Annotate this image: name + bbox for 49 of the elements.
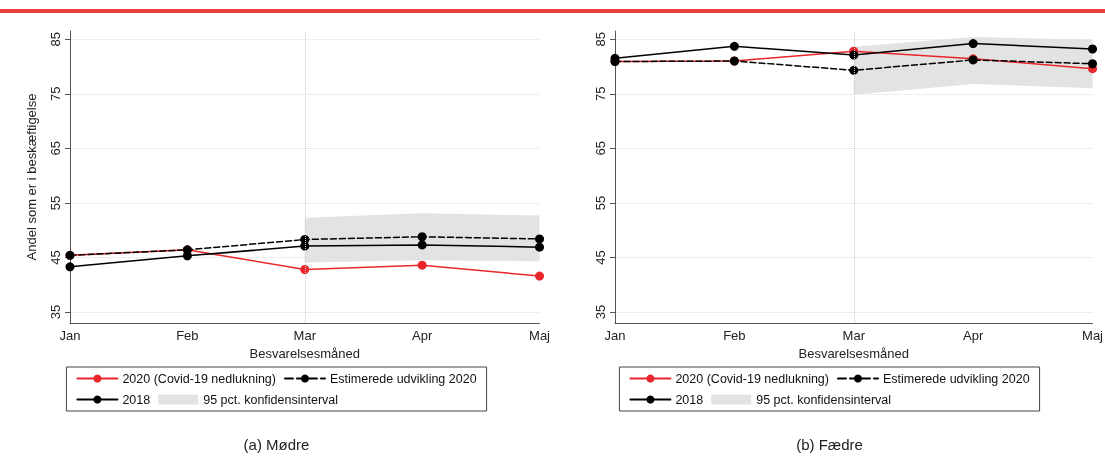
x-tick-label: Jan — [604, 328, 625, 343]
point — [417, 240, 427, 250]
y-tick-label: 45 — [48, 250, 63, 265]
point — [300, 265, 310, 275]
legend-label: Estimerede udvikling 2020 — [329, 371, 477, 386]
point — [417, 232, 427, 242]
x-tick-label: Feb — [722, 328, 746, 343]
x-tick-label: Jan — [59, 328, 81, 343]
y-tick-label: 75 — [48, 86, 63, 101]
x-axis-title: Besvarelsesmåned — [249, 345, 361, 361]
x-tick-label: Mar — [842, 328, 866, 343]
x-tick-label: Mar — [293, 328, 317, 343]
y-tick-label: 65 — [48, 141, 63, 156]
legend-label: 2020 (Covid-19 nedlukning) — [122, 371, 276, 386]
legend-label: 2020 (Covid-19 nedlukning) — [674, 371, 829, 386]
y-tick-label: 55 — [48, 195, 63, 211]
y-tick-label: 55 — [592, 195, 608, 211]
x-tick-label: Feb — [176, 328, 199, 343]
y-tick-label: 75 — [592, 86, 608, 101]
point — [1087, 44, 1097, 54]
y-axis-title: Andel som er i beskæftigelse — [24, 93, 39, 261]
legend-label: Estimerede udvikling 2020 — [882, 371, 1030, 386]
point — [729, 41, 739, 51]
point — [535, 242, 545, 252]
text: (b) Fædre — [795, 436, 863, 453]
x-tick-label: Apr — [412, 328, 433, 343]
legend-label: 95 pct. konfidensinterval — [755, 392, 891, 407]
y-tick-label: 65 — [592, 141, 608, 156]
y-tick-label: 35 — [592, 304, 608, 320]
legend-label: 2018 — [674, 392, 703, 407]
point — [417, 260, 427, 270]
point — [65, 262, 75, 272]
y-tick-label: 85 — [592, 31, 608, 47]
y-tick-label: 35 — [48, 304, 63, 320]
point — [535, 271, 545, 281]
point — [182, 251, 192, 261]
x-tick-label: Apr — [962, 328, 984, 343]
y-tick-label: 45 — [592, 250, 608, 265]
y-tick-label: 85 — [48, 31, 63, 47]
x-axis-title: Besvarelsesmåned — [797, 345, 909, 361]
point — [848, 65, 858, 75]
point — [1087, 59, 1097, 69]
x-tick-label: Maj — [1081, 328, 1103, 343]
x-tick-label: Maj — [529, 328, 551, 343]
text: (a) Mødre — [243, 436, 310, 453]
legend-label: 95 pct. konfidensinterval — [203, 392, 339, 407]
legend-label: 2018 — [122, 392, 151, 407]
point — [968, 39, 978, 49]
point — [535, 234, 545, 244]
